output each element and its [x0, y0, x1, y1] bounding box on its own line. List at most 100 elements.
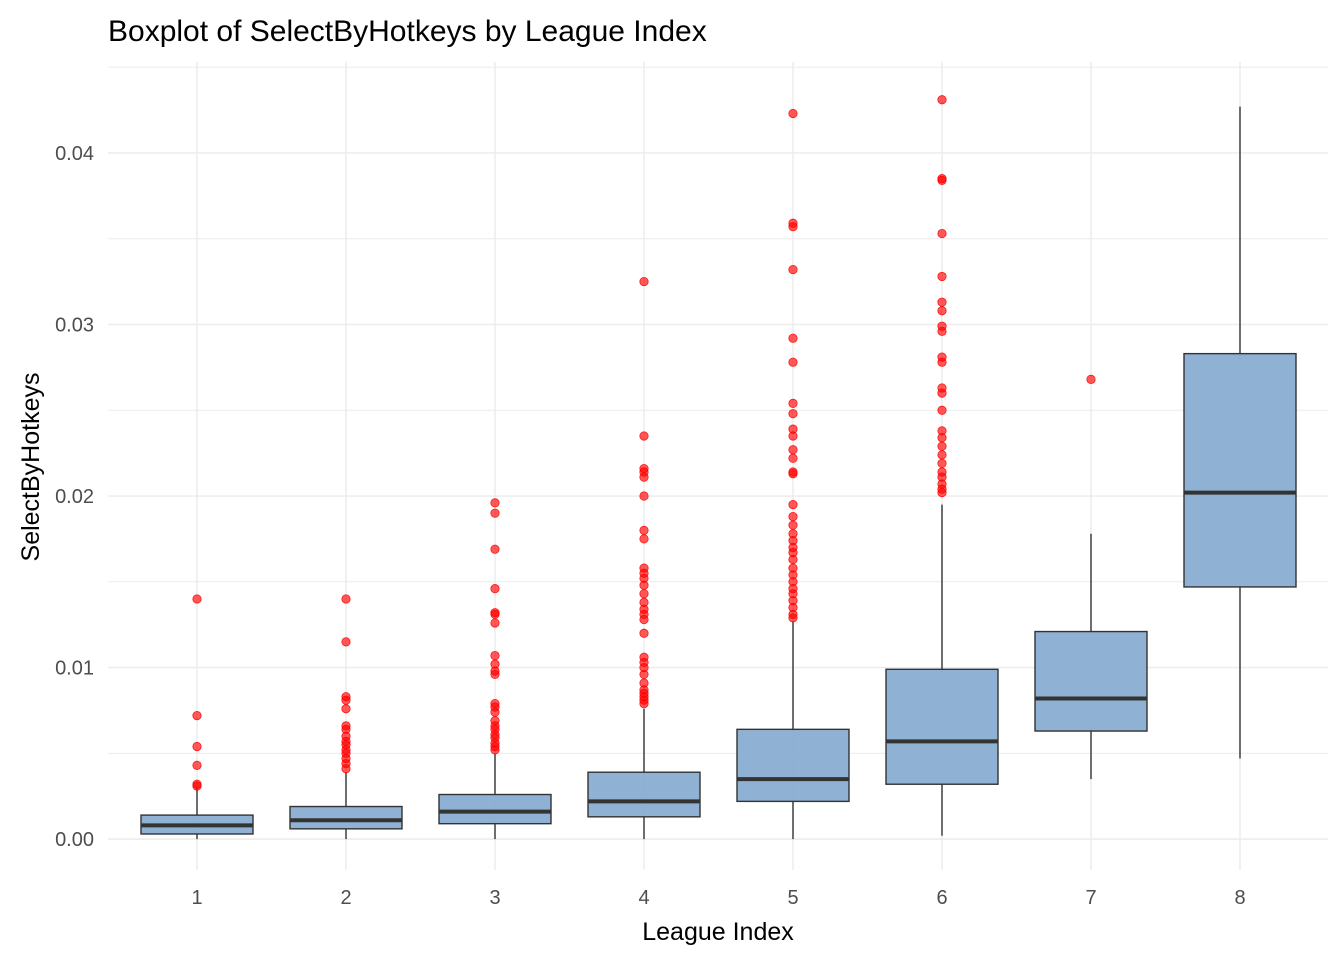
outlier-point: [490, 584, 500, 594]
outlier-point: [490, 650, 500, 661]
outlier-point: [788, 520, 798, 530]
outlier-point: [937, 326, 947, 336]
y-axis-title: SelectByHotkeys: [17, 373, 45, 562]
outlier-point: [192, 741, 202, 752]
outlier-point: [788, 108, 798, 119]
outlier-point: [639, 614, 649, 625]
x-tick-label: 8: [1234, 887, 1245, 909]
outlier-point: [937, 388, 947, 398]
x-tick-label: 4: [638, 887, 649, 909]
outlier-point: [639, 589, 649, 599]
box-group-7: [1034, 533, 1148, 780]
box-group-2: [289, 772, 403, 840]
outlier-point: [490, 609, 500, 619]
outlier-point: [788, 398, 798, 408]
outlier-point: [788, 499, 798, 510]
outlier-point: [639, 698, 649, 709]
outlier-point: [341, 637, 351, 647]
outlier-point: [341, 764, 351, 774]
outlier-point: [937, 450, 947, 460]
outlier-point: [788, 613, 798, 623]
outlier-point: [490, 707, 500, 717]
outlier-point: [639, 534, 649, 544]
box-group-5: [736, 621, 850, 840]
outlier-point: [490, 498, 500, 508]
outlier-point: [192, 711, 202, 721]
outlier-point: [639, 491, 649, 501]
x-tick-label: 3: [489, 887, 500, 909]
x-tick-label: 6: [936, 887, 947, 909]
outlier-point: [788, 357, 798, 367]
outlier-point: [341, 695, 351, 705]
outlier-point: [490, 508, 500, 518]
x-tick-label: 7: [1085, 887, 1096, 909]
x-tick-label: 2: [340, 887, 351, 909]
outlier-point: [1086, 374, 1096, 384]
tick-layer: 0.00 0.01 0.02 0.03 0.04 1 2 3 4 5 6 7 8: [55, 143, 1246, 909]
outlier-point: [341, 594, 351, 604]
outlier-point: [788, 445, 798, 455]
outlier-point: [937, 228, 947, 239]
x-tick-label: 5: [787, 887, 798, 909]
outlier-point: [788, 264, 798, 275]
outlier-point: [639, 276, 649, 287]
outlier-point: [788, 512, 798, 522]
outlier-point: [937, 175, 947, 185]
outlier-point: [788, 469, 798, 479]
outlier-point: [639, 580, 649, 590]
outlier-point: [788, 409, 798, 419]
outlier-point: [788, 554, 798, 565]
box-group-1: [140, 787, 254, 840]
outlier-point: [937, 441, 947, 451]
box-group-3: [438, 753, 552, 840]
x-tick-label: 1: [191, 887, 202, 909]
x-axis-title: League Index: [642, 918, 794, 946]
outlier-point: [937, 95, 947, 105]
outlier-point: [490, 745, 500, 755]
box-group-4: [587, 708, 701, 840]
outlier-point: [937, 458, 947, 469]
chart-title: Boxplot of SelectByHotkeys by League Ind…: [108, 15, 707, 48]
iqr-box: [736, 728, 850, 803]
outlier-point: [937, 487, 947, 498]
outlier-point: [192, 781, 202, 791]
outlier-layer: [192, 95, 1096, 791]
grid-layer: [108, 62, 1328, 870]
outlier-point: [788, 431, 798, 441]
outlier-point: [937, 297, 947, 307]
box-layer: [140, 106, 1297, 840]
outlier-point: [639, 628, 649, 638]
outlier-point: [341, 704, 351, 714]
outlier-point: [192, 760, 202, 770]
outlier-point: [937, 306, 947, 316]
iqr-box: [289, 805, 403, 830]
y-tick-label: 0.03: [55, 314, 94, 336]
outlier-point: [788, 222, 798, 232]
iqr-box: [1034, 630, 1148, 732]
y-tick-label: 0.02: [55, 486, 94, 508]
outlier-point: [192, 594, 202, 604]
outlier-point: [639, 669, 649, 680]
outlier-point: [937, 433, 947, 443]
outlier-point: [639, 431, 649, 441]
iqr-box: [438, 793, 552, 825]
outlier-point: [639, 525, 649, 535]
iqr-box: [1183, 352, 1297, 588]
box-group-6: [885, 504, 999, 836]
iqr-box: [885, 668, 999, 785]
y-tick-label: 0.04: [55, 143, 94, 165]
y-tick-label: 0.01: [55, 658, 94, 680]
outlier-point: [937, 405, 947, 415]
outlier-point: [490, 544, 500, 554]
box-group-8: [1183, 106, 1297, 759]
outlier-point: [937, 357, 947, 367]
y-tick-label: 0.00: [55, 829, 94, 851]
outlier-point: [490, 669, 500, 680]
iqr-box: [587, 771, 701, 818]
outlier-point: [937, 271, 947, 282]
outlier-point: [788, 333, 798, 343]
outlier-point: [490, 618, 500, 628]
outlier-point: [788, 453, 798, 463]
outlier-point: [639, 472, 649, 482]
